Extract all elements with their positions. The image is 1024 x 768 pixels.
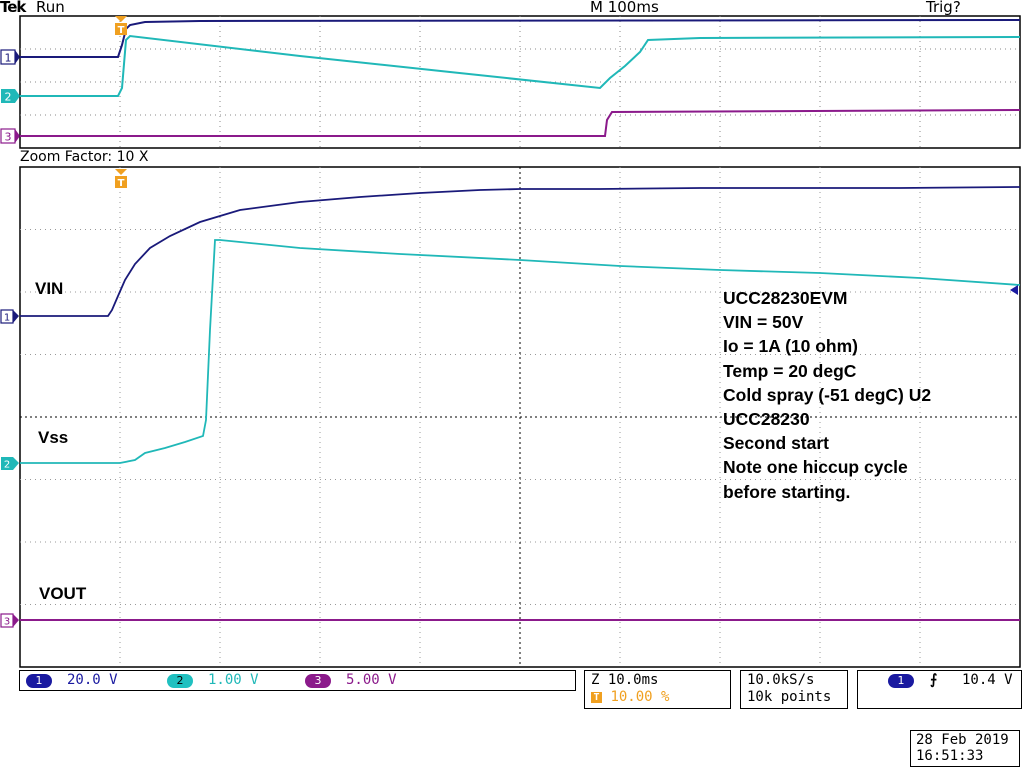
- note-line: before starting.: [723, 481, 851, 502]
- ch3-scale[interactable]: 5.00 V: [346, 672, 397, 688]
- trigger-state: Trig?: [926, 0, 961, 16]
- trigger-position-marker[interactable]: T: [115, 16, 127, 36]
- trigger-source-chip: 1: [888, 674, 914, 688]
- zoom-ch2-ground-label: 2: [4, 460, 10, 471]
- zoom-time: Z 10.0ms: [591, 672, 659, 688]
- zoom-ch1-ground-marker[interactable]: 1: [0, 309, 19, 324]
- zoom-window: [19, 166, 1021, 668]
- trigger-position: 10.00 %: [610, 689, 670, 705]
- svg-text:T: T: [118, 25, 125, 36]
- acquisition-state: Run: [36, 0, 65, 16]
- ch2-scale[interactable]: 1.00 V: [208, 672, 259, 688]
- zoom-trigger-marker[interactable]: T: [115, 169, 127, 189]
- overview-ch1-trace: [20, 19, 1021, 58]
- svg-text:T: T: [118, 178, 125, 189]
- ch1-ground-label: 1: [5, 52, 12, 65]
- note-line: Temp = 20 degC: [723, 360, 857, 381]
- trigger-icon: T: [591, 691, 602, 703]
- note-line: UCC28230: [723, 409, 810, 430]
- ch2-ground-marker[interactable]: 2: [1, 89, 20, 104]
- record-length: 10k points: [747, 689, 832, 705]
- trigger-readout[interactable]: 1 ⨍ 10.4 V: [857, 670, 1022, 709]
- zoom-ch2-ground-marker[interactable]: 2: [1, 457, 19, 471]
- time: 16:51:33: [916, 748, 984, 764]
- overview-window: [19, 15, 1021, 149]
- note-line: VIN = 50V: [723, 312, 804, 333]
- vss-label: Vss: [38, 428, 69, 447]
- ch1-chip[interactable]: 1: [26, 674, 52, 688]
- annotation-notes: UCC28230EVM VIN = 50V Io = 1A (10 ohm) T…: [723, 286, 931, 504]
- note-line: Note one hiccup cycle: [723, 457, 908, 478]
- sample-rate: 10.0kS/s: [747, 672, 815, 688]
- zoom-ch3-ground-label: 3: [4, 617, 10, 628]
- note-line: Io = 1A (10 ohm): [723, 336, 859, 357]
- ch2-ground-label: 2: [5, 91, 12, 104]
- trigger-level: 10.4 V: [962, 672, 1013, 688]
- vin-label: VIN: [35, 279, 64, 298]
- date: 28 Feb 2019: [916, 732, 1009, 748]
- ch2-chip[interactable]: 2: [167, 674, 193, 688]
- overview-ch2-trace: [20, 34, 1021, 97]
- acquisition-readout[interactable]: 10.0kS/s 10k points: [740, 670, 848, 709]
- zoom-factor-label: Zoom Factor: 10 X: [20, 149, 149, 165]
- brand-logo: Tek: [0, 0, 26, 16]
- ch1-ground-marker[interactable]: 1: [0, 49, 20, 65]
- trigger-level-marker[interactable]: [1010, 285, 1018, 295]
- ch3-ground-label: 3: [5, 131, 12, 144]
- ch3-ground-marker[interactable]: 3: [0, 128, 20, 144]
- overview-ch3-trace: [20, 109, 1021, 137]
- vout-label: VOUT: [39, 584, 87, 603]
- note-line: Second start: [723, 433, 829, 454]
- zoom-readout[interactable]: Z 10.0ms T 10.00 %: [584, 670, 731, 709]
- channel-scale-bar: 1 20.0 V 2 1.00 V 3 5.00 V: [19, 670, 576, 691]
- zoom-ch2-trace: [20, 239, 1021, 464]
- note-line: UCC28230EVM: [723, 288, 848, 308]
- timebase-readout: M 100ms: [590, 0, 659, 16]
- ch3-chip[interactable]: 3: [305, 674, 331, 688]
- note-line: Cold spray (-51 degC) U2: [723, 384, 932, 405]
- timestamp-box: 28 Feb 2019 16:51:33: [910, 730, 1020, 767]
- zoom-ch1-ground-label: 1: [4, 313, 10, 324]
- zoom-ch3-ground-marker[interactable]: 3: [0, 613, 19, 628]
- zoom-ch1-trace: [20, 186, 1021, 317]
- ch1-scale[interactable]: 20.0 V: [67, 672, 118, 688]
- rising-edge-icon: ⨍: [930, 672, 938, 688]
